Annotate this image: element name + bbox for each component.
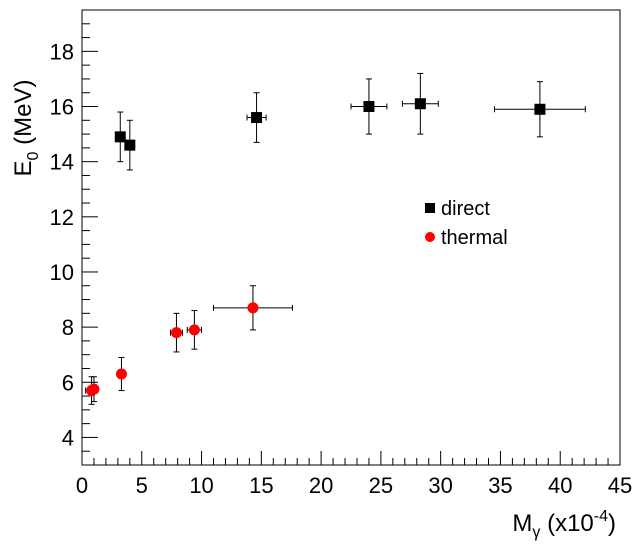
x-tick-label: 45 [608, 473, 632, 498]
y-axis-title: E0 (MeV) [10, 80, 42, 177]
x-axis-title: Mγ (x10-4) [512, 508, 616, 541]
x-tick-label: 0 [76, 473, 88, 498]
direct-point [124, 139, 136, 151]
plot-frame-group [81, 9, 621, 466]
x-tick-label: 30 [428, 473, 452, 498]
plot-frame [81, 9, 621, 466]
x-tick-label: 15 [249, 473, 273, 498]
y-tick-label: 16 [50, 95, 74, 120]
legend-marker-direct [425, 203, 435, 213]
direct-point [251, 112, 263, 124]
axis-ticks-group: 0 5 10 15 20 25 30 35 40 45 4 6 8 10 12 14 16 18 [50, 9, 632, 498]
thermal-point [170, 327, 182, 339]
y-tick-label: 10 [50, 260, 74, 285]
direct-point [114, 131, 126, 143]
legend-label-thermal: thermal [441, 227, 508, 249]
y-tick-label: 12 [50, 205, 74, 230]
y-tick-label: 8 [62, 315, 74, 340]
y-tick-label: 18 [50, 39, 74, 64]
direct-point [414, 98, 426, 110]
y-tick-label: 14 [50, 150, 74, 175]
x-tick-label: 5 [136, 473, 148, 498]
legend: direct thermal [425, 198, 508, 249]
data-points-group [85, 72, 586, 405]
direct-point [534, 103, 546, 115]
thermal-point [188, 324, 200, 336]
direct-point [363, 101, 375, 113]
x-tick-label: 35 [488, 473, 512, 498]
y-tick-label: 6 [62, 370, 74, 395]
thermal-point [115, 368, 127, 380]
x-tick-label: 40 [548, 473, 572, 498]
thermal-point [88, 383, 100, 395]
y-tick-label: 4 [62, 425, 74, 450]
x-tick-label: 10 [189, 473, 213, 498]
x-tick-label: 20 [309, 473, 333, 498]
legend-marker-thermal [425, 232, 435, 242]
thermal-point [247, 302, 259, 314]
x-tick-label: 25 [369, 473, 393, 498]
legend-label-direct: direct [441, 198, 490, 220]
